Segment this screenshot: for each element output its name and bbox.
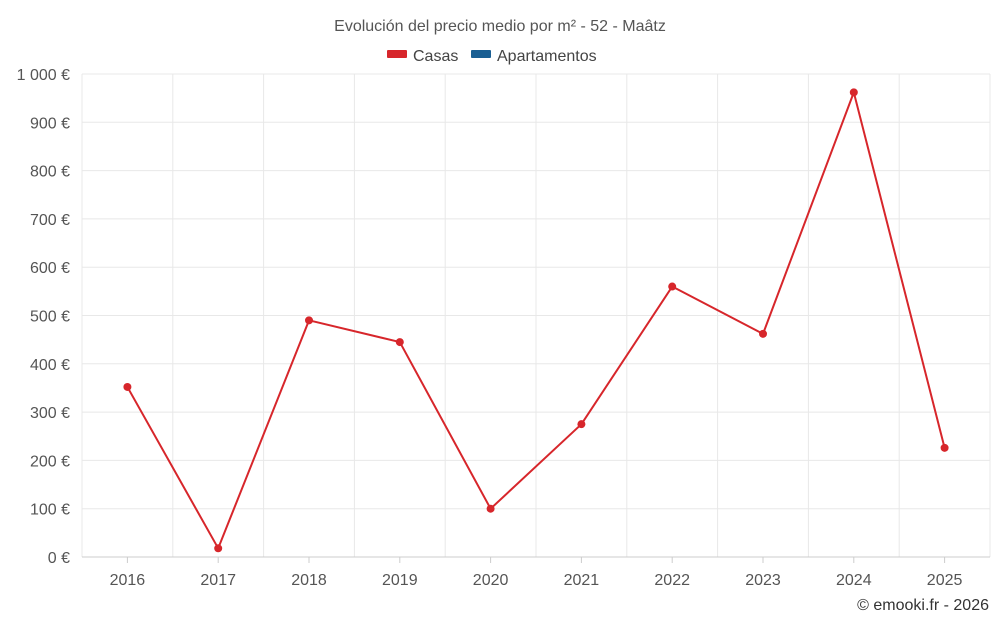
data-point[interactable]	[395, 338, 404, 347]
legend-swatch-casas	[387, 50, 407, 58]
x-tick-label: 2022	[654, 572, 690, 589]
y-tick-label: 900 €	[30, 115, 70, 132]
data-point[interactable]	[849, 88, 858, 97]
axes: 0 € 100 € 200 € 300 € 400 € 500 € 600 € 700 € 80…	[17, 67, 990, 589]
legend-swatch-apartamentos	[471, 50, 491, 58]
data-point[interactable]	[123, 382, 132, 391]
x-tick-label: 2017	[200, 572, 236, 589]
x-tick-label: 2018	[291, 572, 327, 589]
y-tick-label: 200 €	[30, 453, 70, 470]
y-tick-label: 600 €	[30, 260, 70, 277]
credit-text: © emooki.fr - 2026	[857, 597, 989, 614]
data-point[interactable]	[486, 504, 495, 513]
x-tick-label: 2023	[745, 572, 781, 589]
x-tick-label: 2021	[564, 572, 600, 589]
legend-label-apartamentos[interactable]: Apartamentos	[497, 48, 597, 65]
data-point[interactable]	[214, 544, 223, 553]
legend-label-casas[interactable]: Casas	[413, 48, 458, 65]
y-tick-label: 500 €	[30, 309, 70, 326]
data-point[interactable]	[940, 443, 949, 452]
series-casas	[123, 88, 949, 553]
data-point[interactable]	[577, 420, 586, 429]
y-tick-label: 800 €	[30, 164, 70, 181]
series-line-casas	[126, 91, 946, 550]
data-point[interactable]	[668, 282, 677, 291]
x-tick-label: 2019	[382, 572, 418, 589]
y-tick-label: 1 000 €	[17, 67, 70, 84]
x-tick-label: 2016	[110, 572, 146, 589]
chart-title: Evolución del precio medio por m² - 52 -…	[334, 18, 666, 35]
grid	[81, 73, 991, 558]
y-tick-label: 0 €	[48, 550, 70, 567]
y-tick-label: 100 €	[30, 502, 70, 519]
y-tick-label: 400 €	[30, 357, 70, 374]
x-tick-label: 2020	[473, 572, 509, 589]
x-tick-label: 2024	[836, 572, 872, 589]
data-point[interactable]	[759, 329, 767, 338]
y-tick-label: 700 €	[30, 212, 70, 229]
y-tick-label: 300 €	[30, 405, 70, 422]
legend: Casas Apartamentos	[387, 48, 597, 65]
data-point[interactable]	[305, 316, 313, 325]
x-tick-label: 2025	[927, 572, 963, 589]
